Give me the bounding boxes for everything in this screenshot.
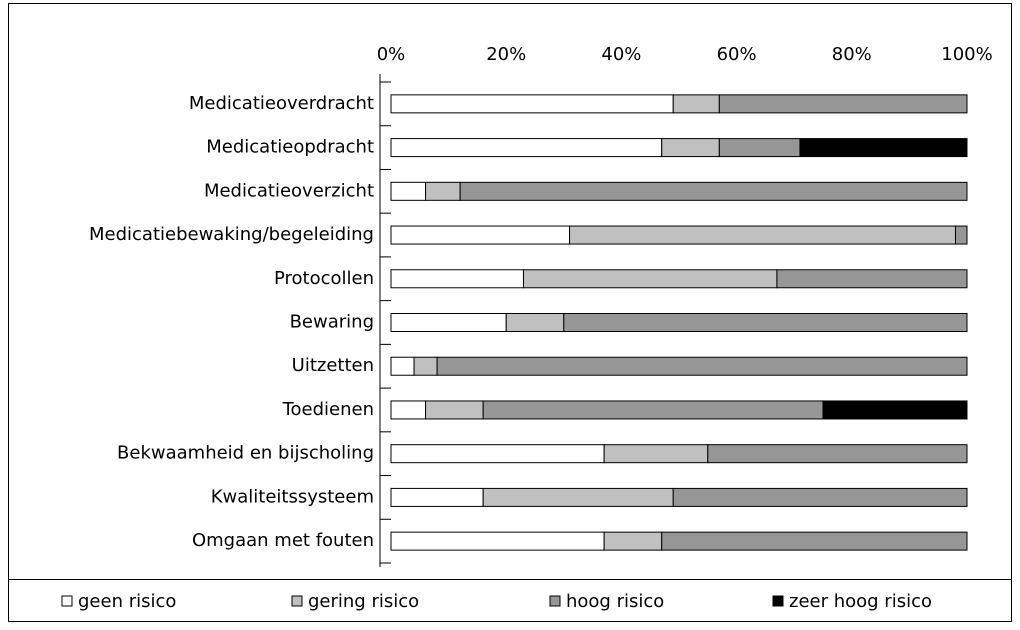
bar-segment — [482, 487, 674, 507]
bar-segment — [954, 225, 968, 245]
bar-segment — [413, 356, 438, 376]
y-tick-label: Protocollen — [274, 268, 374, 289]
legend-swatch — [291, 595, 303, 607]
y-tick-label: Toedienen — [282, 399, 374, 420]
bar-segment — [707, 444, 968, 464]
x-tick-label: 20% — [486, 44, 526, 65]
bar-segment — [661, 531, 968, 551]
y-tick-label: Kwaliteitssysteem — [211, 486, 374, 507]
x-tick-label: 80% — [832, 44, 872, 65]
legend-swatch — [772, 595, 784, 607]
bar-segment — [603, 531, 663, 551]
bar-segment — [390, 94, 674, 114]
y-tick-label: Bekwaamheid en bijscholing — [117, 443, 374, 464]
legend-label: gering risico — [308, 591, 419, 612]
bar-segment — [569, 225, 956, 245]
legend-swatch — [61, 595, 73, 607]
bar-segment — [390, 225, 571, 245]
legend-label: geen risico — [78, 591, 176, 612]
bar-segment — [776, 269, 968, 289]
bar-segment — [563, 313, 968, 332]
bar-segment — [390, 138, 663, 158]
bar-segment — [390, 269, 524, 289]
y-tick-label: Omgaan met fouten — [192, 530, 374, 551]
bar-segment — [603, 444, 709, 464]
x-tick-label: 40% — [601, 44, 641, 65]
y-tick-label: Uitzetten — [292, 355, 374, 376]
y-tick-label: Bewaring — [290, 312, 374, 333]
bar-segment — [718, 94, 968, 114]
bar-segment — [522, 269, 778, 289]
x-tick-label: 0% — [377, 44, 406, 65]
bar-segment — [672, 94, 720, 114]
bar-segment — [436, 356, 968, 376]
bar-segment — [505, 313, 565, 332]
bar-segment — [482, 400, 824, 420]
bar-segment — [425, 181, 461, 201]
bar-segment — [390, 487, 484, 507]
bar-segment — [390, 444, 605, 464]
bar-segment — [425, 400, 484, 420]
bar-segment — [459, 181, 968, 201]
bar-segment — [672, 487, 968, 507]
bar-segment — [718, 138, 801, 158]
legend-swatch — [549, 595, 561, 607]
y-tick-label: Medicatieopdracht — [206, 137, 374, 158]
bar-segment — [390, 313, 507, 332]
bar-segment — [661, 138, 720, 158]
bar-segment — [390, 356, 415, 376]
bar-segment — [390, 400, 427, 420]
bar-segment — [390, 531, 605, 551]
x-tick-label: 100% — [941, 44, 992, 65]
y-tick-label: Medicatiebewaking/begeleiding — [89, 224, 374, 245]
y-tick-label: Medicatieoverdracht — [189, 93, 374, 114]
legend-frame — [8, 579, 1012, 622]
x-tick-label: 60% — [717, 44, 757, 65]
y-tick-label: Medicatieoverzicht — [204, 180, 374, 201]
bar-segment — [390, 181, 427, 201]
bar-segment — [799, 138, 968, 158]
legend-label: hoog risico — [566, 591, 664, 612]
bar-segment — [822, 400, 968, 420]
legend-label: zeer hoog risico — [789, 591, 932, 612]
